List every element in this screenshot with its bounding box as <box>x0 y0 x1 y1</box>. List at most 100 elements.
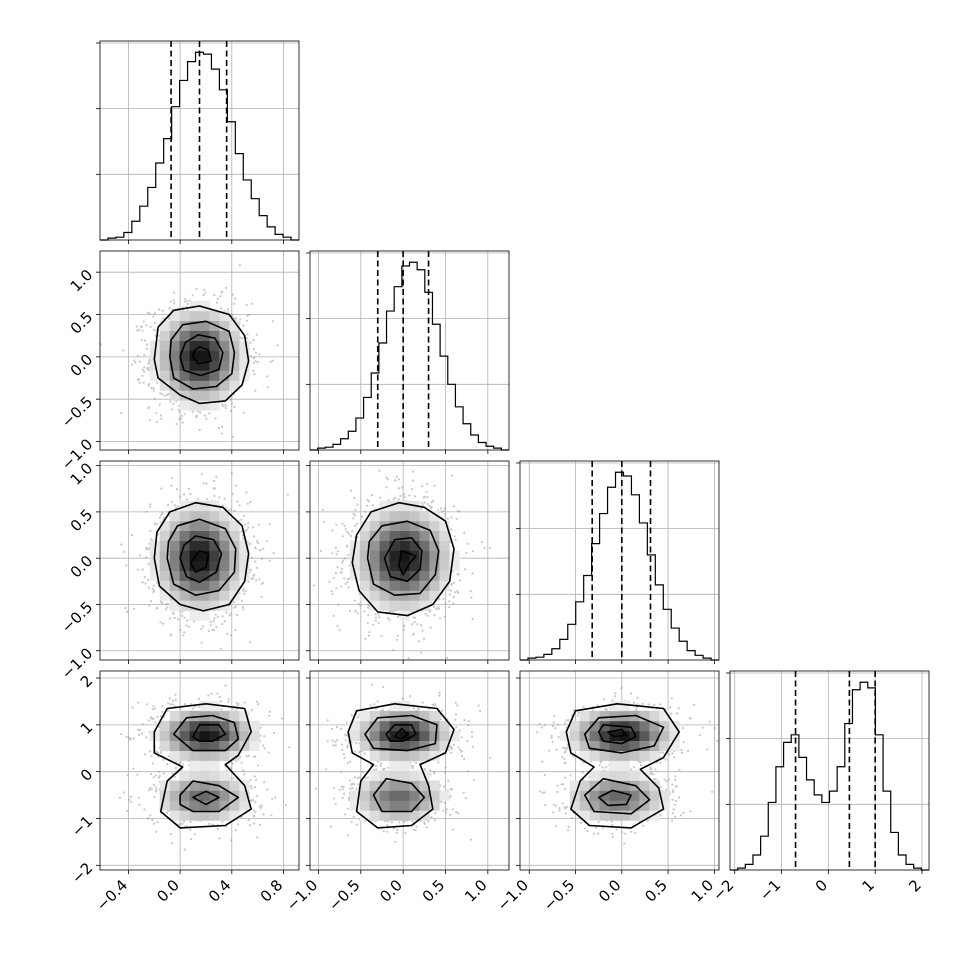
scatter-point <box>225 825 228 828</box>
scatter-point <box>186 302 189 305</box>
scatter-point <box>223 620 227 623</box>
density-cell <box>419 570 430 581</box>
scatter-point <box>230 402 233 405</box>
scatter-point <box>345 544 348 547</box>
scatter-point <box>213 479 216 483</box>
density-cell <box>149 340 161 351</box>
scatter-point <box>229 508 233 511</box>
scatter-point <box>229 612 232 615</box>
panel-background <box>520 461 719 660</box>
density-cell <box>369 570 380 581</box>
scatter-point <box>433 484 436 487</box>
scatter-point <box>227 700 230 703</box>
scatter-point <box>171 408 174 411</box>
contour-line <box>166 518 237 597</box>
scatter-point <box>147 362 150 365</box>
density-cell <box>199 590 210 601</box>
scatter-point <box>453 535 456 538</box>
scatter-point <box>340 571 343 574</box>
scatter-point <box>213 487 216 490</box>
density-cell <box>219 520 230 531</box>
scatter-point <box>347 553 350 556</box>
density-cell <box>409 590 420 601</box>
histogram-line <box>310 261 509 451</box>
scatter-point <box>392 649 395 652</box>
scatter-point <box>224 684 227 687</box>
scatter-point <box>364 510 367 513</box>
density-cell <box>189 610 200 621</box>
scatter-point <box>216 615 219 618</box>
density-cell <box>159 350 171 361</box>
density-cell <box>439 570 450 581</box>
density-cell <box>189 340 200 351</box>
scatter-point <box>236 500 239 503</box>
scatter-point <box>149 503 152 506</box>
density-cell <box>219 340 230 351</box>
density-cell <box>209 580 220 591</box>
scatter-point <box>242 587 245 591</box>
density-cell <box>199 350 210 361</box>
scatter-point <box>353 599 356 602</box>
scatter-point <box>245 337 248 340</box>
scatter-point <box>169 633 172 636</box>
scatter-point <box>165 603 168 606</box>
scatter-point <box>249 355 252 358</box>
scatter-point <box>189 492 192 495</box>
scatter-point <box>426 496 429 499</box>
density-cell <box>369 600 380 611</box>
scatter-point <box>448 593 451 596</box>
y-tick-label: −0.5 <box>58 393 96 431</box>
scatter-point <box>185 624 188 627</box>
scatter-point <box>202 482 205 485</box>
scatter-point <box>463 531 466 535</box>
scatter-point <box>366 504 369 507</box>
scatter-point <box>412 632 415 636</box>
density-cell <box>199 300 210 312</box>
density-cell <box>219 320 230 331</box>
density-cell <box>389 560 400 571</box>
scatter-point <box>225 611 228 614</box>
scatter-point <box>243 530 247 533</box>
scatter-point <box>276 344 279 347</box>
scatter-point <box>367 606 370 609</box>
scatter-point <box>340 585 343 588</box>
scatter-point <box>142 320 145 323</box>
scatter-point <box>426 614 429 617</box>
scatter-point <box>450 516 453 519</box>
scatter-point <box>150 386 153 390</box>
scatter-point <box>377 613 380 616</box>
scatter-point <box>402 628 405 631</box>
scatter-panel-1-0: −1.0−0.50.00.51.0 <box>58 250 300 474</box>
scatter-point <box>286 493 289 496</box>
density-cell <box>179 310 190 321</box>
scatter-point <box>457 572 460 576</box>
scatter-point <box>253 786 256 789</box>
density-cell <box>189 510 200 522</box>
scatter-point <box>239 318 242 321</box>
scatter-point <box>372 623 375 626</box>
scatter-point <box>166 503 170 506</box>
scatter-point <box>259 734 262 737</box>
scatter-point <box>422 496 425 499</box>
scatter-point <box>218 496 221 499</box>
scatter-point <box>452 595 455 599</box>
scatter-point <box>231 313 234 316</box>
density-cell <box>219 370 230 381</box>
density-cell <box>189 600 200 611</box>
density-cell <box>219 550 230 561</box>
scatter-point <box>246 314 249 317</box>
scatter-point <box>155 581 159 584</box>
scatter-point <box>195 414 198 417</box>
scatter-point <box>400 486 404 489</box>
scatter-point <box>196 498 200 501</box>
scatter-point <box>150 600 153 603</box>
scatter-point <box>209 624 212 627</box>
density-cell <box>369 510 380 522</box>
scatter-point <box>141 581 144 584</box>
density-cell <box>389 510 400 522</box>
panel-content <box>100 671 299 870</box>
scatter-point <box>149 814 152 817</box>
density-cell <box>209 330 220 341</box>
scatter-point <box>252 809 255 812</box>
